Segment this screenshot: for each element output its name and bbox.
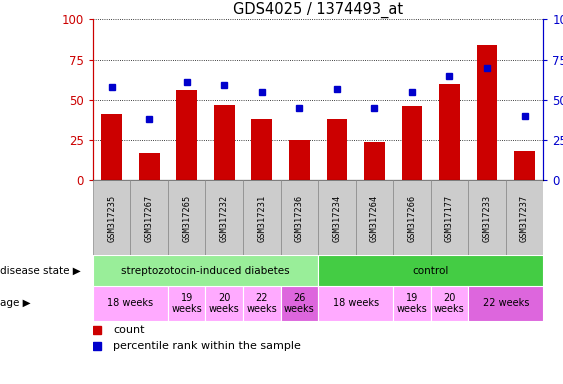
Bar bbox=[205, 286, 243, 321]
Text: GSM317264: GSM317264 bbox=[370, 194, 379, 242]
Text: streptozotocin-induced diabetes: streptozotocin-induced diabetes bbox=[121, 266, 290, 276]
Bar bbox=[243, 180, 280, 255]
Bar bbox=[176, 90, 197, 180]
Text: 19
weeks: 19 weeks bbox=[396, 293, 427, 314]
Bar bbox=[514, 151, 535, 180]
Bar bbox=[93, 255, 318, 286]
Bar bbox=[468, 180, 506, 255]
Text: GSM317265: GSM317265 bbox=[182, 194, 191, 242]
Bar bbox=[168, 180, 205, 255]
Text: GSM317231: GSM317231 bbox=[257, 194, 266, 242]
Bar bbox=[252, 119, 272, 180]
Bar bbox=[93, 180, 131, 255]
Text: GSM317233: GSM317233 bbox=[482, 194, 491, 242]
Bar bbox=[131, 180, 168, 255]
Text: GSM317236: GSM317236 bbox=[295, 194, 304, 242]
Text: control: control bbox=[413, 266, 449, 276]
Bar bbox=[431, 180, 468, 255]
Bar bbox=[280, 180, 318, 255]
Bar bbox=[139, 153, 159, 180]
Bar bbox=[327, 119, 347, 180]
Bar bbox=[468, 286, 543, 321]
Bar bbox=[393, 180, 431, 255]
Text: GSM317234: GSM317234 bbox=[332, 194, 341, 242]
Text: percentile rank within the sample: percentile rank within the sample bbox=[113, 341, 301, 351]
Bar bbox=[477, 45, 497, 180]
Text: disease state ▶: disease state ▶ bbox=[0, 266, 81, 276]
Bar bbox=[205, 180, 243, 255]
Text: 20
weeks: 20 weeks bbox=[434, 293, 465, 314]
Bar bbox=[289, 140, 310, 180]
Text: GSM317235: GSM317235 bbox=[107, 194, 116, 242]
Title: GDS4025 / 1374493_at: GDS4025 / 1374493_at bbox=[233, 2, 403, 18]
Text: GSM317267: GSM317267 bbox=[145, 194, 154, 242]
Text: 20
weeks: 20 weeks bbox=[209, 293, 240, 314]
Bar bbox=[93, 286, 168, 321]
Bar bbox=[356, 180, 393, 255]
Text: age ▶: age ▶ bbox=[0, 298, 30, 308]
Text: 22
weeks: 22 weeks bbox=[247, 293, 277, 314]
Bar bbox=[318, 286, 393, 321]
Bar bbox=[506, 180, 543, 255]
Bar bbox=[318, 255, 543, 286]
Bar bbox=[214, 105, 235, 180]
Bar bbox=[101, 114, 122, 180]
Text: GSM317266: GSM317266 bbox=[408, 194, 417, 242]
Text: GSM317177: GSM317177 bbox=[445, 194, 454, 242]
Bar bbox=[318, 180, 356, 255]
Bar bbox=[431, 286, 468, 321]
Text: count: count bbox=[113, 325, 145, 335]
Bar bbox=[401, 106, 422, 180]
Text: 22 weeks: 22 weeks bbox=[482, 298, 529, 308]
Text: GSM317232: GSM317232 bbox=[220, 194, 229, 242]
Bar bbox=[168, 286, 205, 321]
Bar bbox=[439, 84, 460, 180]
Text: 18 weeks: 18 weeks bbox=[333, 298, 379, 308]
Text: GSM317237: GSM317237 bbox=[520, 194, 529, 242]
Bar bbox=[393, 286, 431, 321]
Text: 26
weeks: 26 weeks bbox=[284, 293, 315, 314]
Bar bbox=[243, 286, 280, 321]
Text: 18 weeks: 18 weeks bbox=[108, 298, 154, 308]
Bar bbox=[364, 142, 385, 180]
Text: 19
weeks: 19 weeks bbox=[171, 293, 202, 314]
Bar bbox=[280, 286, 318, 321]
